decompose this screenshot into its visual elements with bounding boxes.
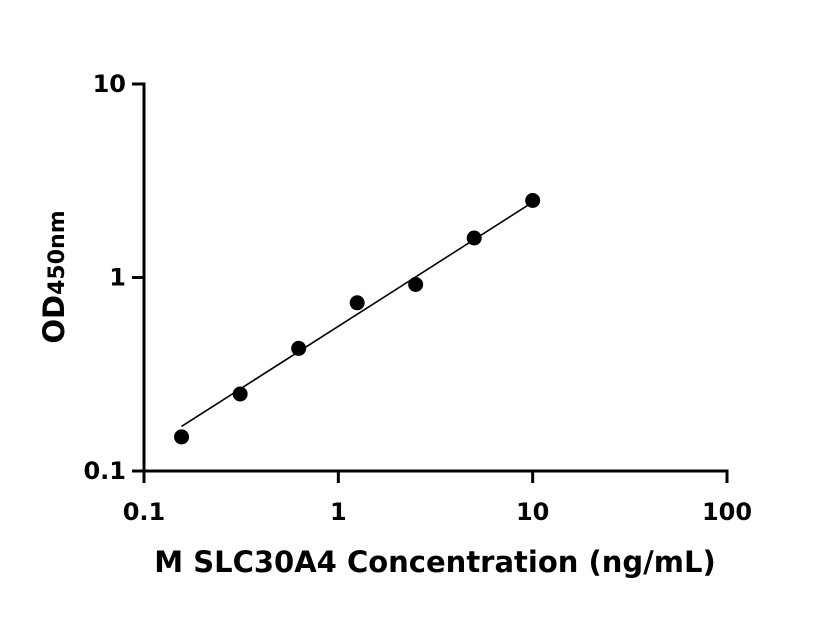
x-ticks: 0.1 1 10 100: [123, 471, 752, 526]
y-ticks: 0.1 1 10: [83, 70, 144, 485]
x-tick-label-3: 100: [702, 498, 752, 526]
x-tick-label-0: 0.1: [123, 498, 166, 526]
data-point-3: [349, 295, 365, 311]
data-point-2: [291, 340, 307, 356]
data-point-6: [525, 192, 541, 208]
data-point-1: [232, 386, 248, 402]
x-tick-label-2: 10: [516, 498, 549, 526]
x-axis-title: M SLC30A4 Concentration (ng/mL): [154, 545, 715, 579]
y-axis-title: OD450nm: [37, 210, 71, 343]
points-layer: [174, 192, 541, 445]
y-tick-label-1: 1: [109, 264, 126, 292]
data-point-5: [466, 230, 482, 246]
x-tick-label-1: 1: [330, 498, 347, 526]
axes: [142, 82, 729, 473]
y-tick-label-0: 0.1: [83, 457, 126, 485]
y-axis-title-main: OD: [37, 295, 71, 344]
y-axis-title-sub: 450nm: [45, 210, 70, 295]
y-tick-label-2: 10: [93, 70, 126, 98]
data-point-0: [174, 429, 190, 445]
data-point-4: [408, 277, 424, 293]
